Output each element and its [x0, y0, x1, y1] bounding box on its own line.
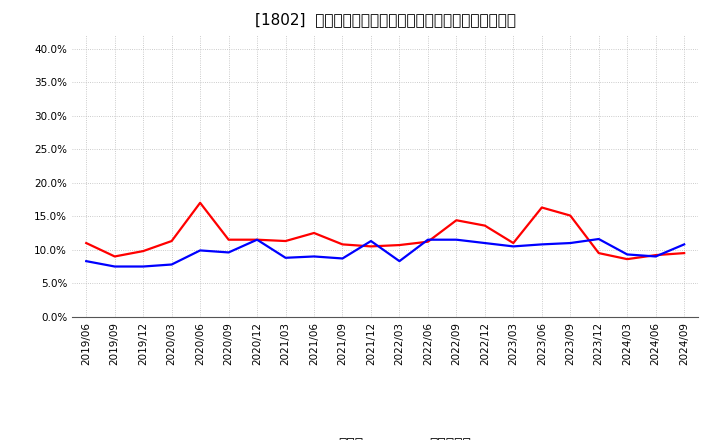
現頲金: [566, 213, 575, 218]
現頲金: [196, 200, 204, 205]
現頲金: [623, 257, 631, 262]
有利子負債: [110, 264, 119, 269]
有利子負債: [338, 256, 347, 261]
有利子負債: [566, 240, 575, 246]
現頲金: [253, 237, 261, 242]
有利子負債: [366, 238, 375, 244]
現頲金: [82, 240, 91, 246]
有利子負債: [282, 255, 290, 260]
現頲金: [595, 250, 603, 256]
現頲金: [452, 218, 461, 223]
有利子負債: [680, 242, 688, 247]
有利子負債: [167, 262, 176, 267]
有利子負債: [537, 242, 546, 247]
現頲金: [509, 240, 518, 246]
現頲金: [110, 254, 119, 259]
有利子負債: [253, 237, 261, 242]
有利子負債: [196, 248, 204, 253]
現頲金: [680, 250, 688, 256]
有利子負債: [595, 236, 603, 242]
現頲金: [139, 249, 148, 254]
Line: 現頲金: 現頲金: [86, 203, 684, 259]
有利子負債: [225, 250, 233, 255]
現頲金: [366, 244, 375, 249]
有利子負債: [395, 259, 404, 264]
現頲金: [167, 238, 176, 244]
有利子負債: [623, 252, 631, 257]
現頲金: [225, 237, 233, 242]
有利子負債: [139, 264, 148, 269]
現頲金: [537, 205, 546, 210]
有利子負債: [423, 237, 432, 242]
現頲金: [423, 239, 432, 244]
現頲金: [282, 238, 290, 244]
有利子負債: [480, 240, 489, 246]
Title: [1802]  現預金、有利子負債の総資産に対する比率の推移: [1802] 現預金、有利子負債の総資産に対する比率の推移: [255, 12, 516, 27]
現頲金: [395, 242, 404, 248]
現頲金: [310, 231, 318, 236]
Line: 有利子負債: 有利子負債: [86, 239, 684, 267]
有利子負債: [509, 244, 518, 249]
有利子負債: [310, 254, 318, 259]
現頲金: [338, 242, 347, 247]
現頲金: [480, 223, 489, 228]
現頲金: [652, 253, 660, 258]
Legend: 現頲金, 有利子負債: 現頲金, 有利子負債: [293, 431, 477, 440]
有利子負債: [452, 237, 461, 242]
有利子負債: [82, 259, 91, 264]
有利子負債: [652, 254, 660, 259]
